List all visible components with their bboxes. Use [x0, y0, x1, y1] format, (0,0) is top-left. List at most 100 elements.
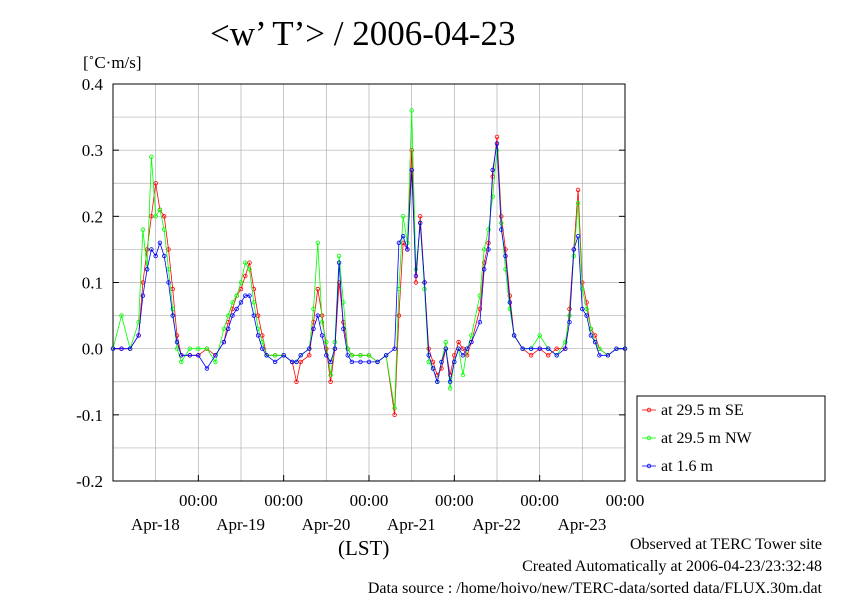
data-point [499, 227, 504, 232]
chart-title: <w’ T’> / 2006-04-23 [210, 14, 516, 53]
data-point [345, 353, 350, 358]
data-point [460, 372, 466, 378]
data-point [166, 280, 171, 285]
data-point [345, 346, 350, 351]
x-tick-date: Apr-19 [216, 515, 265, 534]
data-point [413, 280, 419, 285]
data-point [452, 359, 457, 365]
data-point [157, 207, 163, 212]
data-point [251, 313, 256, 318]
data-point [546, 346, 551, 351]
data-point [247, 260, 252, 265]
data-point [358, 353, 363, 358]
data-point [571, 247, 576, 252]
data-point [170, 306, 175, 312]
data-point [298, 359, 303, 365]
legend-label: at 29.5 m NW [661, 430, 753, 447]
data-point [563, 339, 568, 345]
data-point [161, 253, 167, 259]
data-point [349, 353, 355, 358]
data-point [307, 353, 312, 358]
data-point [400, 233, 406, 239]
data-point [392, 346, 397, 351]
data-point [409, 167, 414, 173]
data-point [225, 326, 231, 331]
data-point [460, 346, 466, 351]
data-point [179, 359, 184, 365]
data-point [503, 267, 508, 272]
data-point [110, 346, 116, 351]
x-tick-date: Apr-23 [558, 515, 607, 534]
data-point [251, 300, 256, 305]
data-point [447, 379, 453, 384]
data-point [153, 253, 158, 259]
data-point [221, 326, 227, 331]
data-point [588, 333, 594, 338]
y-tick-label: 0.1 [82, 274, 103, 293]
data-point [422, 280, 427, 285]
data-point [234, 306, 239, 312]
data-point [149, 247, 154, 252]
data-point [456, 346, 461, 351]
data-point [153, 214, 158, 219]
data-point [238, 280, 244, 285]
data-point [213, 353, 218, 358]
data-point [174, 339, 180, 345]
x-tick-time: 00:00 [435, 491, 474, 510]
data-point [281, 353, 286, 358]
data-point [204, 366, 210, 371]
data-point [439, 359, 444, 365]
data-point [413, 273, 419, 279]
data-point [507, 300, 512, 305]
y-axis-unit: [˚C·m/s] [83, 53, 142, 72]
data-point [490, 167, 495, 173]
legend-label: at 1.6 m [661, 458, 714, 475]
data-point [554, 346, 559, 351]
data-point [243, 293, 248, 298]
data-point [328, 379, 333, 384]
x-tick-date: Apr-20 [302, 515, 351, 534]
data-point [464, 353, 470, 358]
legend-label: at 29.5 m SE [661, 402, 744, 419]
data-point [247, 267, 252, 272]
data-point [614, 346, 619, 351]
data-point [238, 300, 244, 305]
footer-source: Data source : /home/hoivo/new/TERC-data/… [367, 580, 822, 597]
footer-created: Created Automatically at 2006-04-23/23:3… [522, 558, 822, 575]
data-point [243, 273, 248, 279]
data-point [315, 286, 320, 292]
data-point [136, 333, 141, 338]
x-tick-date: Apr-18 [131, 515, 180, 534]
legend-swatch-marker [646, 463, 652, 469]
data-point [119, 346, 124, 351]
data-point [575, 233, 581, 239]
data-point [144, 267, 150, 272]
x-tick-time: 00:00 [350, 491, 389, 510]
data-point [157, 240, 163, 245]
data-point [358, 359, 363, 365]
data-point [563, 346, 568, 351]
data-point [324, 339, 329, 345]
data-point [341, 326, 346, 331]
data-point [520, 346, 525, 351]
data-point [311, 306, 316, 312]
data-point [315, 240, 320, 245]
data-point [149, 154, 154, 159]
data-point [332, 346, 338, 351]
data-point [319, 320, 325, 325]
series-group [110, 141, 628, 384]
data-point [179, 353, 184, 358]
x-axis-unit: (LST) [338, 536, 390, 560]
data-point [400, 214, 406, 219]
data-point [409, 108, 414, 113]
data-point [140, 227, 146, 232]
x-tick-date: Apr-21 [387, 515, 436, 534]
x-tick-date: Apr-22 [472, 515, 521, 534]
data-point [315, 313, 320, 318]
data-point [196, 353, 201, 358]
data-point [482, 247, 487, 252]
data-point [294, 379, 299, 384]
data-point [272, 359, 278, 365]
data-point [234, 293, 239, 298]
